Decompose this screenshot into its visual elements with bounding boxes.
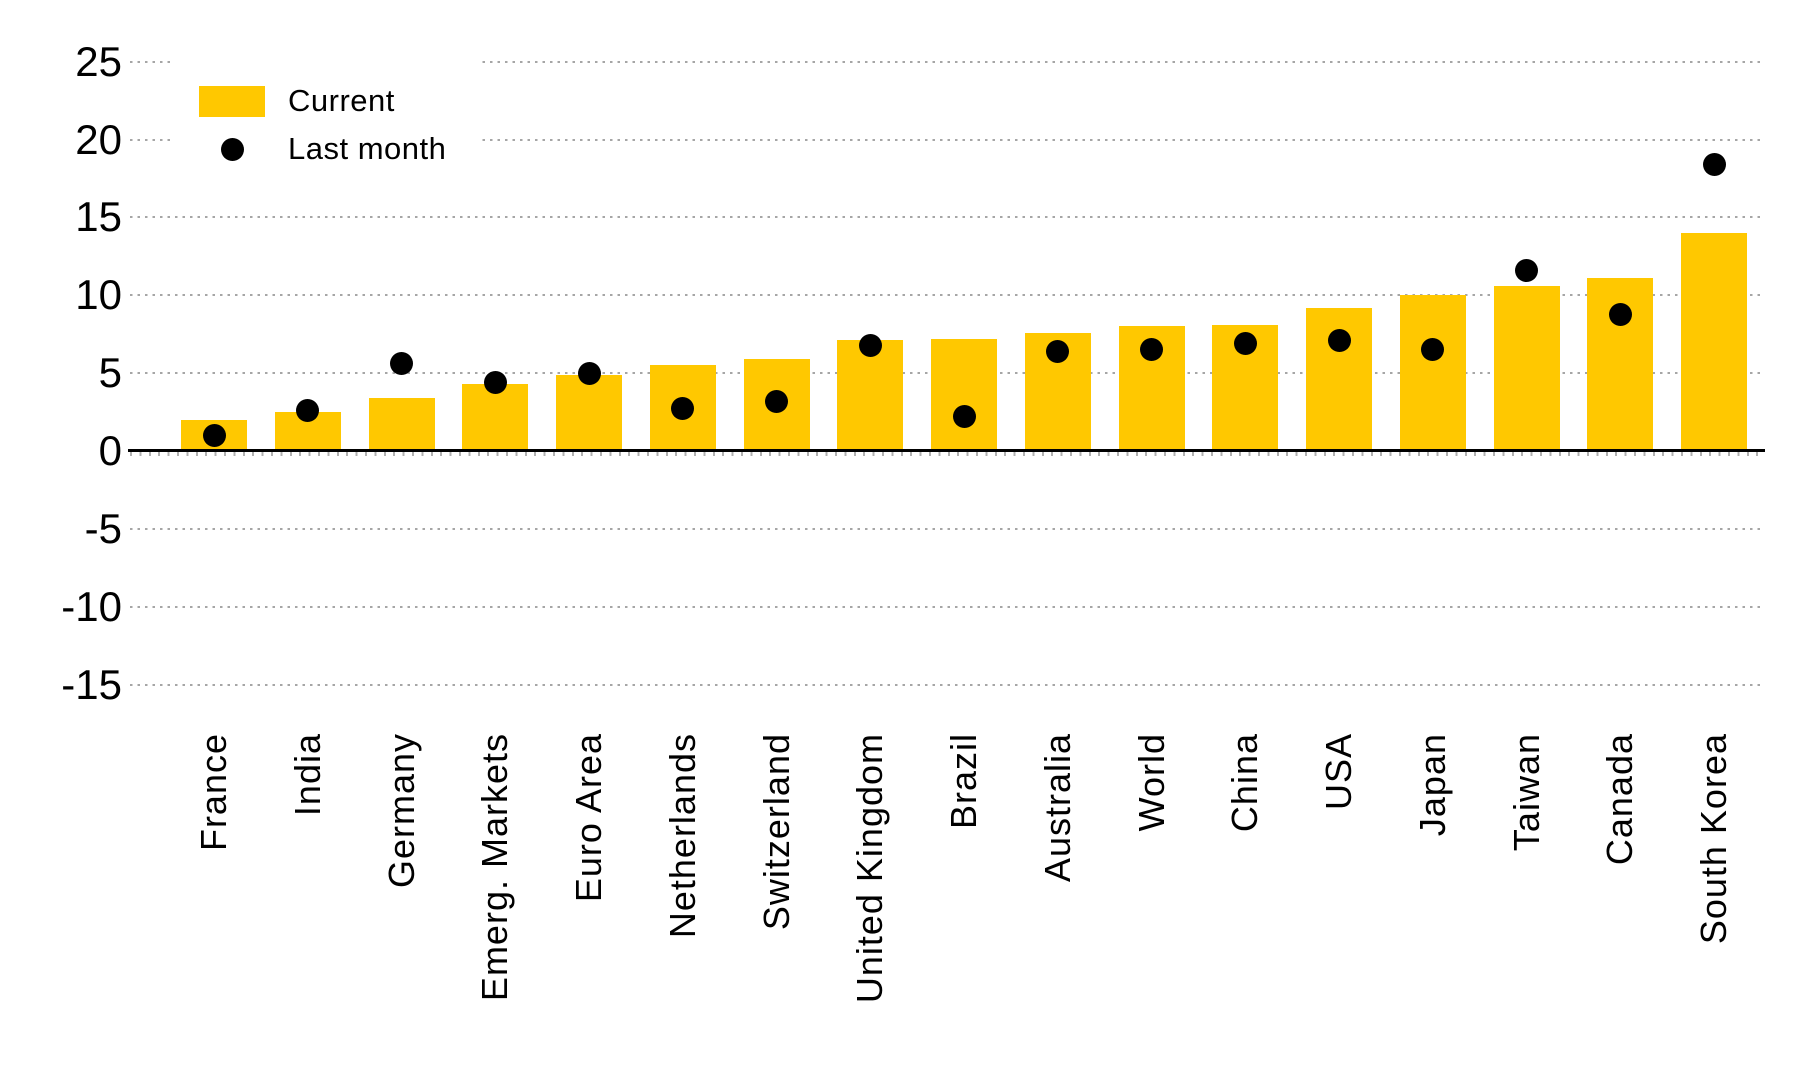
- x-tick-label-china: China: [1224, 733, 1266, 833]
- bar-japan: [1399, 295, 1466, 451]
- gridline--10: [130, 605, 1765, 608]
- last-month-dot-emerg-markets: [483, 371, 507, 394]
- y-tick-label-5: 5: [98, 349, 122, 397]
- x-axis-baseline: [128, 449, 1765, 452]
- x-tick-label-germany: Germany: [380, 733, 422, 889]
- gridline-15: [130, 216, 1765, 219]
- x-tick-label-australia: Australia: [1036, 733, 1078, 883]
- x-tick-label-brazil: Brazil: [943, 733, 984, 830]
- last-month-dot-united-kingdom: [858, 333, 882, 357]
- legend-item-last-month: Last month: [199, 131, 447, 166]
- y-tick-label-20: 20: [75, 115, 122, 163]
- last-month-dot-icon: [220, 137, 244, 161]
- y-tick-label-0: 0: [98, 427, 122, 474]
- x-tick-label-canada: Canada: [1599, 733, 1641, 866]
- legend-label-last-month: Last month: [288, 131, 447, 166]
- last-month-dot-india: [296, 399, 320, 423]
- current-bar-swatch-icon: [199, 85, 265, 117]
- x-tick-label-euro-area: Euro Area: [568, 733, 609, 903]
- legend-swatch-col: [199, 85, 265, 117]
- last-month-dot-brazil: [952, 405, 976, 429]
- gridline-10: [130, 294, 1765, 297]
- x-axis-minor-ticks: [130, 452, 1765, 456]
- y-tick-label-25: 25: [75, 37, 122, 85]
- bar-euro-area: [556, 374, 622, 451]
- gridline--5: [130, 527, 1765, 530]
- bar-south-korea: [1681, 233, 1747, 451]
- x-tick-label-taiwan: Taiwan: [1505, 733, 1547, 852]
- x-tick-label-emerg-markets: Emerg. Markets: [474, 733, 516, 1002]
- gridline-20: [130, 138, 1765, 141]
- bar-germany: [368, 398, 435, 451]
- legend-dot-col: [199, 137, 265, 161]
- last-month-dot-euro-area: [577, 361, 601, 385]
- y-tick-label--5: -5: [84, 504, 122, 552]
- x-tick-label-usa: USA: [1318, 733, 1359, 811]
- bar-united-kingdom: [837, 340, 904, 451]
- legend-label-current: Current: [288, 83, 395, 118]
- gridline--15: [130, 683, 1765, 686]
- x-tick-label-world: World: [1130, 733, 1172, 832]
- y-tick-label--15: -15: [61, 660, 122, 708]
- last-month-dot-canada: [1608, 302, 1632, 326]
- last-month-dot-australia: [1046, 339, 1070, 363]
- x-tick-label-switzerland: Switzerland: [755, 733, 797, 931]
- y-tick-label--10: -10: [61, 582, 122, 630]
- last-month-dot-france: [202, 423, 226, 447]
- legend: Current Last month: [172, 56, 481, 180]
- gridline-25: [130, 60, 1765, 63]
- x-tick-label-united-kingdom: United Kingdom: [849, 733, 891, 1004]
- x-tick-label-france: France: [193, 733, 234, 852]
- last-month-dot-world: [1140, 338, 1163, 362]
- last-month-dot-japan: [1421, 338, 1445, 362]
- x-tick-label-japan: Japan: [1411, 733, 1453, 837]
- x-tick-label-south-korea: South Korea: [1693, 733, 1734, 945]
- last-month-dot-taiwan: [1515, 258, 1538, 282]
- last-month-dot-china: [1233, 332, 1257, 356]
- y-tick-label-15: 15: [75, 193, 122, 241]
- y-tick-label-10: 10: [75, 271, 122, 319]
- last-month-dot-usa: [1327, 328, 1351, 352]
- last-month-dot-netherlands: [671, 397, 695, 421]
- bar-emerg-markets: [462, 384, 529, 451]
- x-tick-label-netherlands: Netherlands: [661, 733, 703, 939]
- legend-item-current: Current: [199, 82, 446, 120]
- last-month-dot-south-korea: [1702, 153, 1726, 177]
- last-month-dot-germany: [390, 352, 413, 376]
- bar-brazil: [931, 338, 997, 451]
- bar-taiwan: [1493, 285, 1560, 451]
- last-month-dot-switzerland: [765, 389, 788, 413]
- x-tick-label-india: India: [286, 733, 328, 817]
